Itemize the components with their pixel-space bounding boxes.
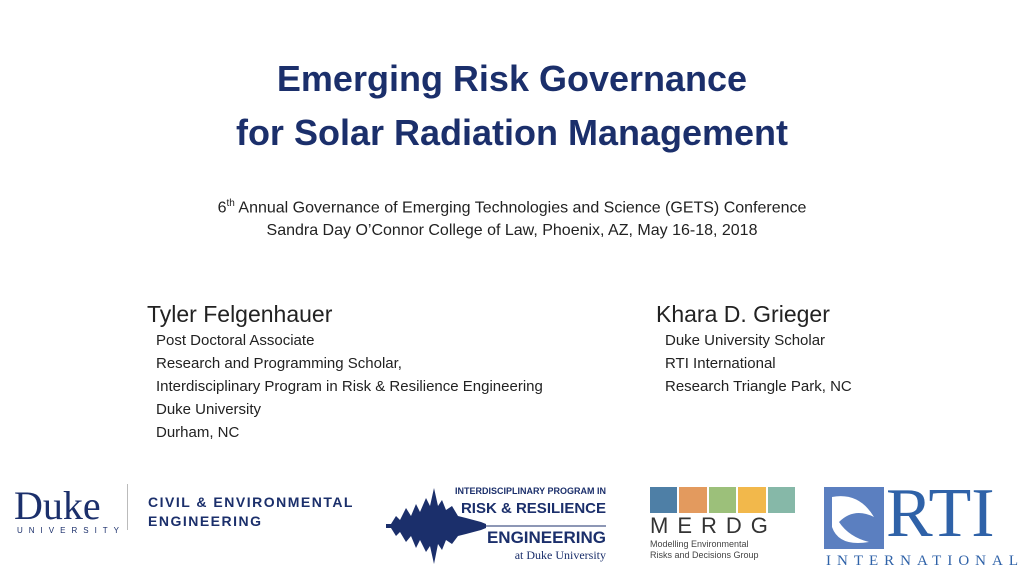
merdg-line-2: Risks and Decisions Group [650, 550, 759, 560]
merdg-tiles [650, 487, 796, 513]
cee-line-2: ENGINEERING [148, 513, 263, 529]
logo-divider [127, 484, 128, 530]
author-name: Khara D. Grieger [656, 301, 830, 327]
rre-line-1: INTERDISCIPLINARY PROGRAM IN [454, 486, 606, 496]
rti-logo: RTI INTERNATIONAL [824, 477, 1018, 570]
waveform-skyline-icon [386, 488, 606, 564]
duke-university-text: UNIVERSITY [17, 526, 126, 535]
ordinal-suffix: th [226, 198, 235, 209]
author-affiliation: Duke University Scholar [665, 332, 826, 349]
author-affiliation: Research and Programming Scholar, [156, 355, 402, 372]
slide-title: Emerging Risk Governance for Solar Radia… [0, 52, 1024, 160]
rti-swirl-icon [824, 487, 884, 549]
author-affiliation: Interdisciplinary Program in Risk & Resi… [156, 378, 543, 395]
title-line-1: Emerging Risk Governance [276, 58, 748, 99]
rti-international-text: INTERNATIONAL [826, 553, 1024, 569]
author-affiliation: Research Triangle Park, NC [665, 378, 852, 395]
conference-line-2: Sandra Day O’Connor College of Law, Phoe… [266, 222, 758, 240]
merdg-line-1: Modelling Environmental [650, 539, 749, 549]
rre-line-2: RISK & RESILIENCE [460, 500, 606, 517]
cee-logo: CIVIL & ENVIRONMENTAL ENGINEERING [148, 493, 354, 531]
tile [767, 487, 796, 513]
duke-wordmark: Duke [14, 483, 101, 528]
duke-logo: Duke UNIVERSITY [14, 483, 126, 536]
conference-line-1: 6th Annual Governance of Emerging Techno… [0, 192, 1024, 219]
author-affiliation: Durham, NC [156, 424, 240, 441]
risk-resilience-logo: INTERDISCIPLINARY PROGRAM IN RISK & RESI… [386, 486, 606, 566]
title-line-2: for Solar Radiation Management [235, 112, 789, 153]
conference-info: 6th Annual Governance of Emerging Techno… [0, 192, 1024, 242]
author-felgenhauer: Tyler Felgenhauer Post Doctoral Associat… [147, 299, 543, 444]
rre-line-3: ENGINEERING [486, 528, 606, 547]
tile [738, 487, 766, 513]
author-affiliation: Post Doctoral Associate [156, 332, 315, 349]
author-grieger: Khara D. Grieger Duke University Scholar… [656, 299, 852, 398]
cee-line-1: CIVIL & ENVIRONMENTAL [148, 494, 354, 510]
conference-name: Annual Governance of Emerging Technologi… [234, 199, 807, 217]
author-affiliation: RTI International [665, 355, 776, 372]
tile [650, 487, 678, 513]
ordinal: 6 [217, 199, 227, 217]
merdg-acronym: MERDG [650, 513, 777, 538]
rti-wordmark: RTI [886, 475, 995, 552]
merdg-logo: MERDG Modelling Environmental Risks and … [650, 487, 796, 561]
rre-line-4: at Duke University [514, 548, 606, 562]
tile [679, 487, 707, 513]
author-affiliation: Duke University [156, 401, 262, 418]
author-name: Tyler Felgenhauer [147, 301, 333, 327]
tile [708, 487, 737, 513]
